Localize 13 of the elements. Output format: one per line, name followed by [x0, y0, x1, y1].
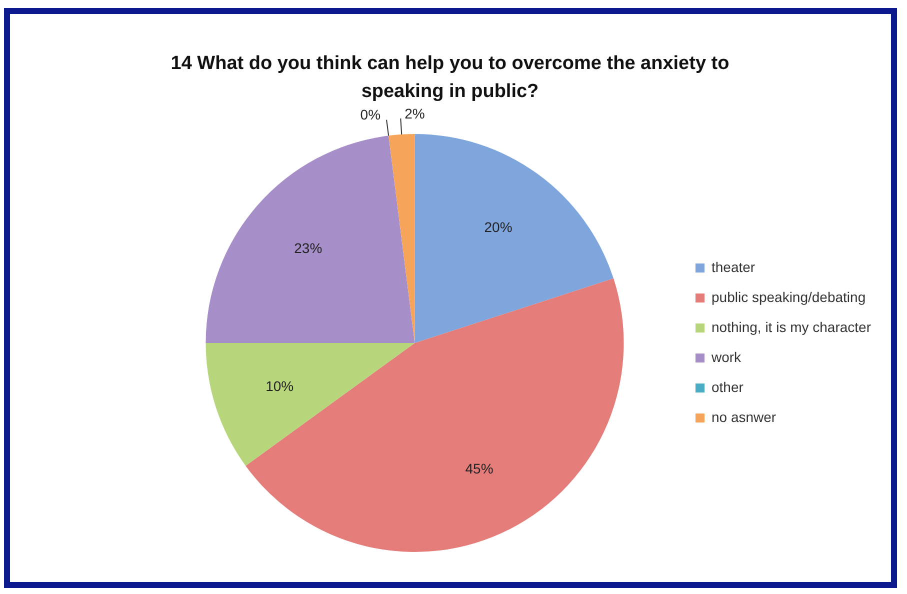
legend-label: no asnwer: [711, 408, 776, 425]
data-label: 10%: [266, 378, 294, 394]
legend-label: theater: [711, 258, 756, 275]
data-label: 23%: [294, 240, 322, 256]
legend-label: work: [710, 348, 742, 365]
legend-label: other: [711, 378, 744, 395]
data-label: 45%: [465, 460, 494, 476]
chart-title: 14 What do you think can help you to overcome the anxiety to speaking in public?: [170, 52, 730, 104]
legend-label: public speaking/debating: [711, 288, 866, 305]
data-label: 20%: [484, 218, 512, 235]
text: 0%: [360, 106, 381, 123]
data-label: 2%: [404, 105, 425, 122]
legend-label: nothing, it is my character: [711, 318, 872, 335]
